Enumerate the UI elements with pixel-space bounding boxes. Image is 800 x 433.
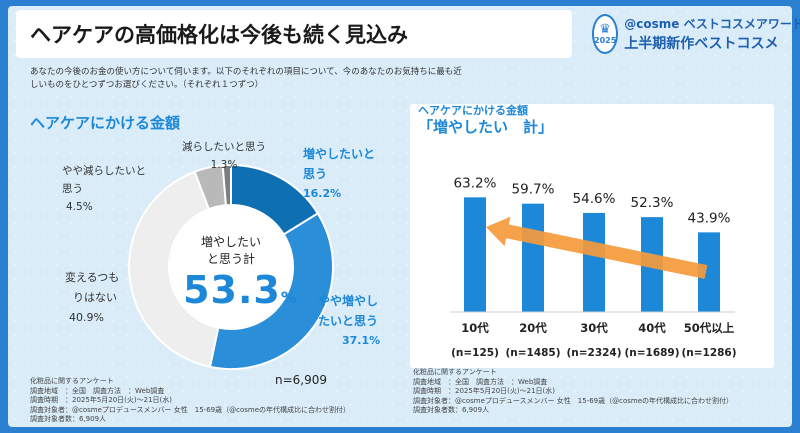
sample-size-label: (n=125) xyxy=(451,347,499,359)
footnote-right-line: 調査対象者数：6,909人 xyxy=(413,406,490,414)
sample-size-label: (n=1689) xyxy=(624,347,679,359)
slice-slightly-increase xyxy=(208,212,334,370)
category-label: 50代以上 xyxy=(684,321,735,335)
label-no-change: 変えるつも りはない 40.9% xyxy=(65,268,119,328)
footnote-right-line: 調査地域 ：全国 調査方法 ：Web調査 xyxy=(413,377,548,386)
award-brand: ♛ 2025 @cosme ベストコスメアワード 上半期新作ベストコスメ xyxy=(592,10,800,58)
label-decrease: 減らしたいと思う 1.3% xyxy=(182,138,266,174)
bar-value-label: 63.2% xyxy=(454,175,497,191)
label-slightly-decrease: やや減らしたいと 思う 4.5% xyxy=(62,162,146,216)
footnote-right-line: 化粧品に関するアンケート xyxy=(413,368,497,376)
badge-year: 2025 xyxy=(594,36,617,45)
footnote-left-line: 調査時期 ：2025年5月20日(火)～21日(水) xyxy=(30,396,173,404)
survey-question: あなたの今後のお金の使い方について伺います。以下のそれぞれの項目について、今のあ… xyxy=(30,67,462,90)
bar xyxy=(583,212,605,312)
label-slightly-increase: やや増やし たいと思う 37.1% xyxy=(318,291,380,351)
footnote-left-line: 調査対象者：@cosmeプロデュースメンバー 女性 15-69歳（@cosmeの… xyxy=(30,405,351,414)
bar xyxy=(464,197,486,312)
label-slightly-increase-line1: やや増やし xyxy=(318,294,379,308)
slice-no-change xyxy=(128,170,220,369)
category-label: 40代 xyxy=(638,321,666,335)
footnote-left-line: 調査地域 ：全国 調査方法 ：Web調査 xyxy=(30,386,165,395)
footnote-right-line: 調査時期 ：2025年5月20日(火)～21日(水) xyxy=(413,387,556,395)
footnote-left-line: 調査対象者数：6,909人 xyxy=(30,415,107,423)
label-decrease-pct: 1.3% xyxy=(210,159,238,171)
center-value-number: 53.3 xyxy=(183,268,281,312)
label-slightly-decrease-line1: やや減らしたいと xyxy=(62,165,146,177)
donut-sample-size: n=6,909 xyxy=(275,373,328,387)
donut-hole xyxy=(170,206,292,328)
award-badge: ♛ 2025 xyxy=(592,14,619,54)
label-increase: 増やしたいと 思う 16.2% xyxy=(303,144,375,204)
donut-section-title: ヘアケアにかける金額 xyxy=(30,114,181,132)
page-title: ヘアケアの高価格化は今後も続く見込み xyxy=(16,10,572,58)
brand-name: @cosme ベストコスメアワード xyxy=(624,17,800,31)
bar-value-label: 52.3% xyxy=(631,195,674,211)
bar-chart-title: 「増やしたい 計」 xyxy=(418,118,554,136)
footnote-left-line: 化粧品に関するアンケート xyxy=(30,377,114,385)
category-label: 10代 xyxy=(461,321,489,335)
sample-size-label: (n=2324) xyxy=(566,347,621,359)
bar xyxy=(522,203,544,312)
category-label: 20代 xyxy=(519,321,547,335)
center-caption-line1: 増やしたい xyxy=(200,235,261,249)
label-slightly-increase-line2: たいと思う xyxy=(318,314,379,328)
label-increase-line1: 増やしたいと xyxy=(303,147,376,161)
footnote-right-line: 調査対象者：@cosmeプロデュースメンバー 女性 15-69歳（@cosmeの… xyxy=(413,396,734,405)
label-decrease-line1: 減らしたいと思う xyxy=(182,141,266,153)
label-increase-line2: 思う xyxy=(303,167,328,181)
bar-value-label: 54.6% xyxy=(573,191,616,207)
footnote-left: 化粧品に関するアンケート 調査地域 ：全国 調査方法 ：Web調査 調査時期 ：… xyxy=(30,377,350,425)
category-label: 30代 xyxy=(580,321,608,335)
sample-size-label: (n=1485) xyxy=(505,347,560,359)
bar xyxy=(698,232,720,312)
label-slightly-decrease-pct: 4.5% xyxy=(66,201,93,213)
crown-icon: ♛ xyxy=(599,22,611,37)
label-no-change-line1: 変えるつも xyxy=(65,271,120,284)
donut-center-caption: 増やしたい と思う計 xyxy=(186,234,276,268)
bar-chart-subtitle: ヘアケアにかける金額 xyxy=(418,104,528,117)
label-increase-pct: 16.2% xyxy=(303,187,342,200)
label-no-change-pct: 40.9% xyxy=(69,311,104,324)
bar-value-label: 59.7% xyxy=(512,182,555,198)
footnote-right: 化粧品に関するアンケート 調査地域 ：全国 調査方法 ：Web調査 調査時期 ：… xyxy=(413,368,733,416)
label-slightly-increase-pct: 37.1% xyxy=(342,334,381,347)
trend-arrow xyxy=(486,216,708,279)
bar-value-label: 43.9% xyxy=(688,210,731,226)
label-slightly-decrease-line2: 思う xyxy=(62,183,83,195)
slice-decrease xyxy=(221,163,232,207)
sample-size-label: (n=1286) xyxy=(681,347,736,359)
label-no-change-line2: りはない xyxy=(73,291,117,304)
center-value-unit: % xyxy=(280,288,297,307)
brand-award: 上半期新作ベストコスメ xyxy=(624,36,779,52)
center-caption-line2: と思う計 xyxy=(206,252,255,266)
donut-center-value: 53.3% xyxy=(170,268,310,312)
